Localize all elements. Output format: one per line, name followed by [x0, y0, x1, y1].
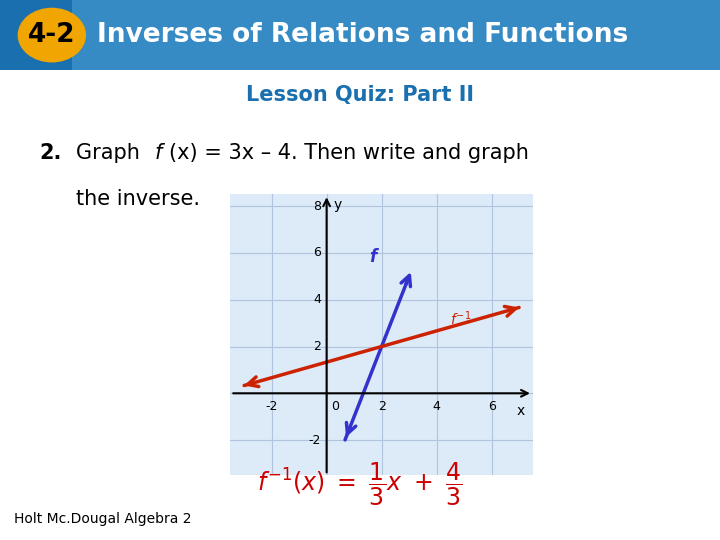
Text: 4-2: 4-2 — [28, 22, 76, 48]
Text: 2: 2 — [378, 400, 385, 413]
Text: Graph: Graph — [76, 143, 146, 163]
Text: Inverses of Relations and Functions: Inverses of Relations and Functions — [97, 22, 629, 48]
Text: 8: 8 — [313, 200, 321, 213]
Text: y: y — [333, 198, 342, 212]
Text: $f^{-1}(x)\ =\ \dfrac{1}{3}x\ +\ \dfrac{4}{3}$: $f^{-1}(x)\ =\ \dfrac{1}{3}x\ +\ \dfrac{… — [257, 460, 463, 508]
Text: 6: 6 — [313, 246, 321, 259]
Text: x: x — [516, 404, 525, 418]
Text: (x) = 3x – 4. Then write and graph: (x) = 3x – 4. Then write and graph — [169, 143, 529, 163]
Text: Holt Mc.Dougal Algebra 2: Holt Mc.Dougal Algebra 2 — [14, 512, 192, 526]
Text: -2: -2 — [309, 434, 321, 447]
Text: f: f — [155, 143, 162, 163]
Ellipse shape — [17, 8, 86, 63]
Text: 2: 2 — [313, 340, 321, 353]
Text: 2.: 2. — [40, 143, 62, 163]
Text: 4: 4 — [433, 400, 441, 413]
Text: -2: -2 — [266, 400, 278, 413]
Text: 6: 6 — [487, 400, 495, 413]
Text: 4: 4 — [313, 293, 321, 306]
Text: Copyright © by Holt Mc.Dougal. All Rights Reserved.: Copyright © by Holt Mc.Dougal. All Right… — [368, 520, 626, 530]
Text: the inverse.: the inverse. — [76, 189, 199, 209]
Text: $f^{-1}$: $f^{-1}$ — [450, 310, 472, 328]
Text: Lesson Quiz: Part II: Lesson Quiz: Part II — [246, 84, 474, 105]
Text: f: f — [369, 248, 377, 266]
Text: 0: 0 — [332, 400, 340, 413]
